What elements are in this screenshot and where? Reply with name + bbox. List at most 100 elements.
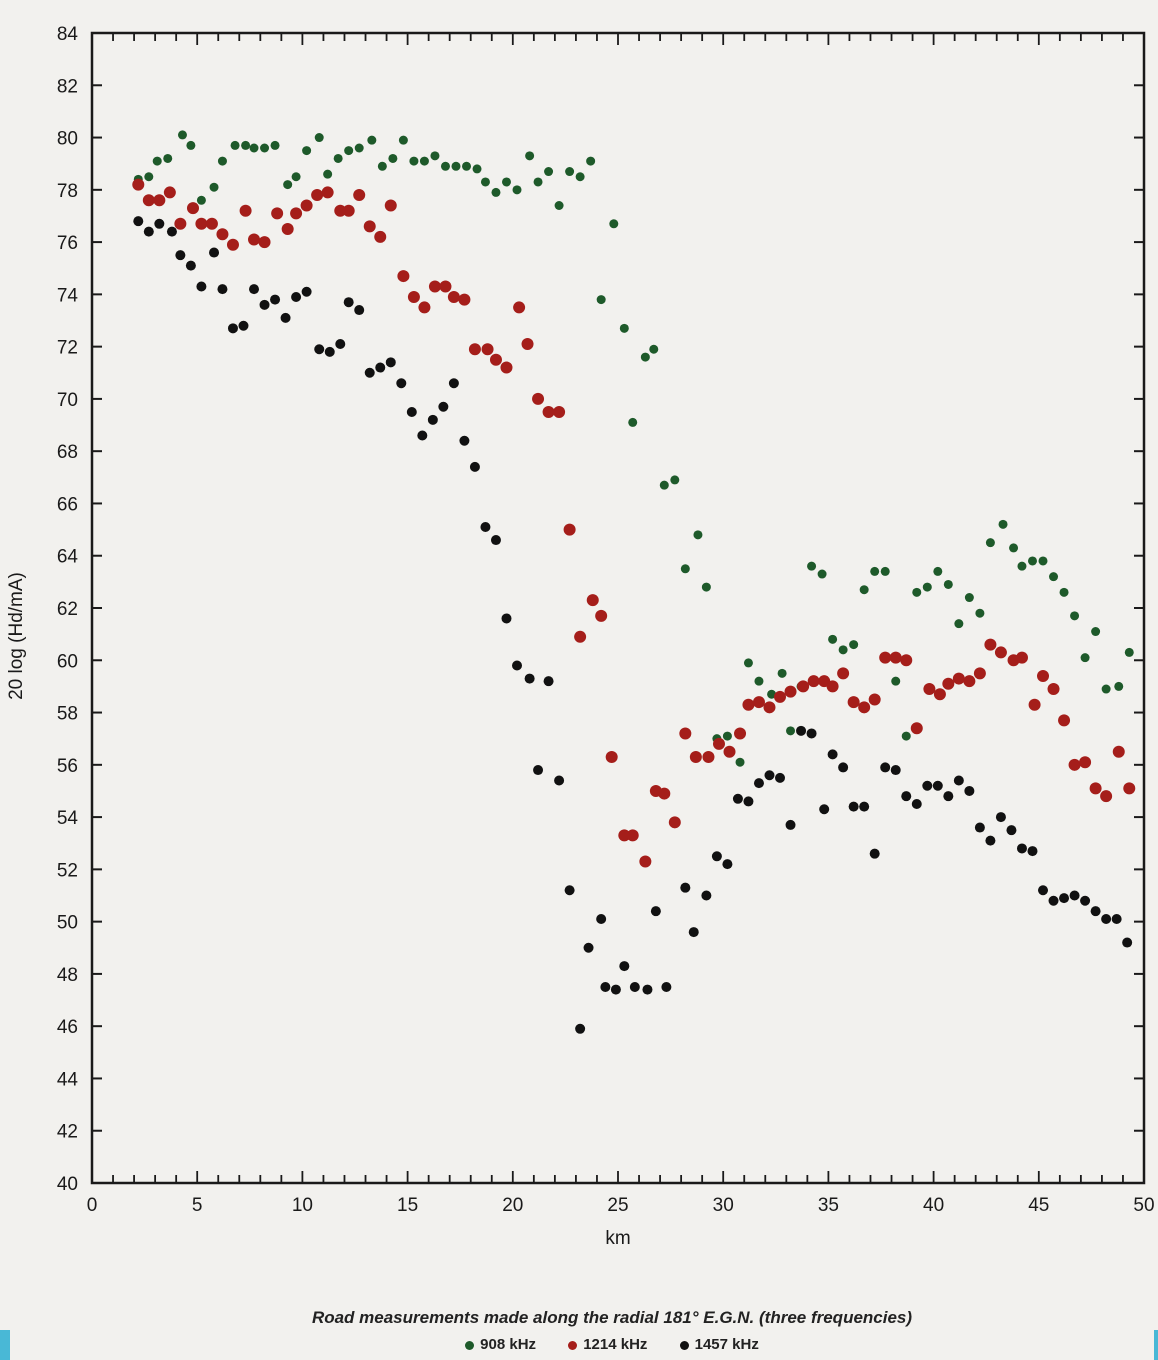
data-point-1214-khz [1079, 756, 1092, 769]
data-point-908-khz [367, 135, 377, 145]
data-point-1214-khz [1047, 683, 1060, 696]
data-point-908-khz [249, 143, 259, 153]
data-point-908-khz [302, 146, 312, 156]
data-point-1457-khz [880, 762, 891, 773]
data-point-908-khz [1124, 647, 1134, 657]
data-point-1457-khz [711, 851, 722, 862]
data-point-1214-khz [553, 405, 566, 418]
data-point-1214-khz [1123, 782, 1136, 795]
data-point-908-khz [817, 569, 827, 579]
y-tick-label: 78 [57, 181, 78, 202]
data-point-1457-khz [459, 435, 470, 446]
data-point-1214-khz [847, 696, 860, 709]
data-point-908-khz [544, 167, 554, 177]
data-point-1214-khz [397, 270, 410, 283]
data-point-1214-khz [132, 178, 145, 191]
data-point-1214-khz [574, 630, 587, 643]
data-point-1214-khz [439, 280, 452, 293]
y-tick-label: 66 [57, 494, 78, 515]
legend-label-1214: 1214 kHz [583, 1336, 648, 1353]
data-point-1457-khz [185, 260, 196, 271]
data-point-1457-khz [596, 914, 607, 925]
data-point-1457-khz [533, 765, 544, 776]
data-point-1457-khz [417, 430, 428, 441]
data-point-1457-khz [1069, 890, 1080, 901]
data-point-1457-khz [827, 749, 838, 760]
data-point-1214-khz [334, 204, 347, 217]
data-point-1457-khz [166, 226, 177, 237]
data-point-908-khz [152, 156, 162, 166]
y-tick-label: 74 [57, 285, 79, 306]
data-point-908-khz [230, 140, 240, 150]
data-point-1214-khz [784, 685, 797, 698]
data-point-1457-khz [448, 378, 459, 389]
data-point-908-khz [954, 619, 964, 629]
data-point-908-khz [333, 153, 343, 163]
data-point-1214-khz [910, 722, 923, 735]
legend-label-1457: 1457 kHz [694, 1336, 759, 1353]
data-point-1214-khz [973, 667, 986, 680]
x-tick-label: 45 [1028, 1195, 1049, 1216]
data-point-1214-khz [290, 207, 303, 220]
data-point-1214-khz [994, 646, 1007, 659]
data-point-908-khz [525, 151, 535, 161]
data-point-1214-khz [618, 829, 631, 842]
data-point-1457-khz [196, 281, 207, 292]
data-point-908-khz [186, 140, 196, 150]
data-point-908-khz [828, 634, 838, 644]
data-point-908-khz [480, 177, 490, 187]
data-point-1214-khz [353, 189, 366, 202]
data-point-1457-khz [922, 780, 933, 791]
data-point-1214-khz [321, 186, 334, 199]
data-point-1214-khz [1100, 790, 1113, 803]
data-point-908-khz [430, 151, 440, 161]
data-point-1457-khz [490, 535, 501, 546]
data-point-908-khz [163, 153, 173, 163]
data-point-908-khz [609, 219, 619, 229]
data-point-1214-khz [163, 186, 176, 199]
data-point-1457-khz [819, 804, 830, 815]
data-point-908-khz [377, 161, 387, 171]
data-point-1214-khz [963, 675, 976, 688]
y-tick-label: 50 [57, 913, 78, 934]
data-point-908-khz [849, 640, 859, 650]
data-point-1457-khz [501, 613, 512, 624]
data-point-1214-khz [984, 638, 997, 651]
data-point-908-khz [291, 172, 301, 182]
data-point-908-khz [985, 538, 995, 548]
y-tick-label: 72 [57, 338, 78, 359]
data-point-1214-khz [407, 290, 420, 303]
data-point-908-khz [807, 561, 817, 571]
data-point-1457-khz [259, 299, 270, 310]
data-point-908-khz [735, 757, 745, 767]
data-point-908-khz [640, 352, 650, 362]
data-point-1214-khz [226, 238, 239, 251]
data-point-1457-khz [732, 793, 743, 804]
data-point-1457-khz [524, 673, 535, 684]
legend-marker-908 [465, 1340, 475, 1350]
data-point-1457-khz [701, 890, 712, 901]
edge-decoration-left [0, 1330, 10, 1360]
data-point-1457-khz [1111, 914, 1122, 925]
data-point-908-khz [975, 608, 985, 618]
data-point-908-khz [451, 161, 461, 171]
data-point-908-khz [998, 519, 1008, 529]
x-axis: 0 5 10 15 20 25 30 35 40 45 50 [87, 33, 1155, 1216]
data-point-1457-khz [1006, 825, 1017, 836]
y-tick-label: 82 [57, 76, 78, 97]
x-tick-label: 5 [192, 1195, 203, 1216]
data-point-1457-khz [753, 778, 764, 789]
y-tick-label: 62 [57, 599, 78, 620]
data-point-1457-khz [764, 770, 775, 781]
data-point-1214-khz [248, 233, 261, 246]
data-point-908-khz [693, 530, 703, 540]
data-point-1214-khz [153, 194, 166, 207]
y-tick-label: 76 [57, 233, 78, 254]
legend-item-908: 908 kHz [465, 1336, 536, 1353]
data-point-1457-khz [785, 819, 796, 830]
data-point-1457-khz [217, 284, 228, 295]
data-point-1214-khz [933, 688, 946, 701]
data-point-908-khz [870, 566, 880, 576]
data-point-1214-khz [679, 727, 692, 740]
y-tick-label: 44 [57, 1069, 79, 1090]
